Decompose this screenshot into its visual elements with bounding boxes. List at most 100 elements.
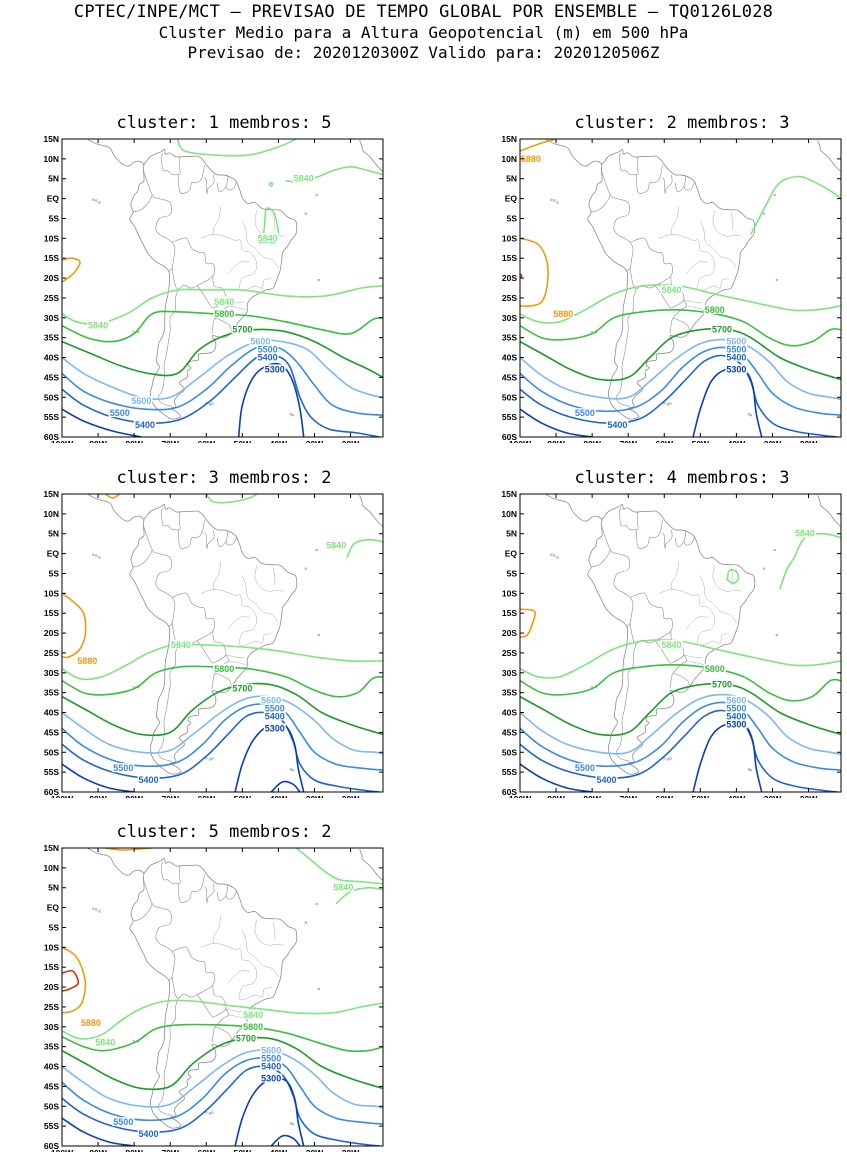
contour-label-bg: [793, 528, 816, 538]
lat-tick-label: 15N: [501, 489, 517, 499]
contour-label: 5880: [553, 309, 573, 319]
contour-label: 5880: [77, 656, 97, 666]
central-america-coastline: [87, 494, 145, 522]
lat-tick-label: 25S: [502, 648, 517, 658]
contour-label-bg: [213, 663, 236, 673]
contour-label: 5600: [261, 1046, 281, 1056]
plot-frame: [61, 493, 384, 793]
lat-tick-label: 15S: [44, 608, 59, 618]
contour-label-bg: [573, 408, 596, 418]
state-border: [238, 278, 272, 291]
contour-label-bg: [249, 336, 272, 346]
contour-5700: [520, 327, 841, 382]
contour-5300: [692, 721, 763, 792]
contour-label-bg: [263, 703, 286, 713]
island: [663, 402, 666, 405]
contour-5840: [750, 175, 841, 235]
lat-tick-label: 45S: [44, 727, 59, 737]
country-border: [143, 170, 176, 272]
contour-label-bg: [520, 153, 542, 163]
country-border: [669, 673, 690, 689]
contour-5840: [335, 886, 383, 905]
country-border: [225, 181, 237, 191]
contour-5700: [62, 328, 383, 379]
lon-tick-label: 100W: [51, 439, 74, 443]
state-border: [670, 561, 679, 590]
contour-label: 5840: [88, 321, 108, 331]
state-border: [238, 633, 272, 646]
state-border: [700, 575, 737, 624]
geopotential-map: 5840584058405840580057005600550054005300…: [43, 134, 384, 443]
country-border: [615, 289, 637, 407]
contour-label-bg: [94, 1037, 117, 1047]
lon-tick-label: 20W: [800, 439, 818, 443]
lat-tick-label: 50S: [44, 392, 59, 402]
contour-label-bg: [703, 304, 726, 314]
lat-tick-label: 10S: [44, 942, 59, 952]
lat-tick-label: 15N: [501, 134, 517, 144]
state-border: [272, 921, 276, 940]
contour-label: 5600: [250, 337, 270, 347]
lat-tick-label: 35S: [502, 688, 517, 698]
lat-tick-label: 35S: [44, 1042, 59, 1052]
lat-tick-label: 15N: [43, 489, 59, 499]
contour-label: 5500: [575, 763, 595, 773]
contour-label-bg: [256, 344, 279, 354]
lat-tick-label: 10N: [501, 509, 517, 519]
country-border: [216, 884, 229, 901]
country-border: [216, 530, 229, 547]
island: [98, 201, 101, 204]
lon-tick-label: 90W: [547, 439, 565, 443]
lat-tick-label: EQ: [47, 549, 60, 559]
lon-tick-label: 40W: [270, 794, 288, 798]
contour-label-bg: [573, 763, 596, 773]
lat-tick-label: 10N: [501, 154, 517, 164]
mexico-coastline: [520, 494, 525, 495]
island: [553, 199, 556, 202]
contour-5300: [62, 1117, 135, 1146]
lat-tick-label: 20S: [44, 273, 59, 283]
island: [747, 768, 751, 771]
contour-5400: [62, 711, 380, 792]
contour-5300: [520, 763, 593, 792]
state-border: [200, 589, 258, 646]
contour-5880: [520, 608, 536, 638]
south-america-coastline: [129, 148, 298, 420]
lat-tick-label: 45S: [502, 727, 517, 737]
plot-area: 5840588058405800570056005500540053005500…: [62, 494, 383, 792]
country-border: [171, 592, 215, 645]
contour-label: 5840: [243, 1010, 263, 1020]
state-border: [254, 565, 284, 592]
lon-tick-label: 50W: [234, 794, 252, 798]
contour-label: 5400: [139, 775, 159, 785]
central-america-coastline: [87, 848, 145, 876]
contour-label: 5880: [81, 1018, 101, 1028]
contour-label-bg: [332, 882, 355, 892]
contour-label: 5840: [795, 529, 815, 539]
africa-coastline: [359, 140, 383, 173]
state-border: [712, 210, 742, 237]
contour-5600: [520, 693, 841, 756]
island: [669, 402, 672, 405]
contour-5880: [104, 494, 121, 499]
lat-tick-label: 10S: [502, 588, 517, 598]
lat-tick-label: 15S: [44, 962, 59, 972]
contour-5600: [62, 1049, 383, 1110]
lat-tick-label: 55S: [44, 767, 59, 777]
state-border: [658, 589, 716, 646]
lon-tick-label: 20W: [342, 1148, 360, 1152]
island: [775, 633, 778, 637]
contour-label-bg: [260, 1073, 283, 1083]
contour-label: 5840: [258, 233, 278, 243]
country-border: [674, 530, 687, 547]
state-border: [228, 660, 246, 666]
country-border: [662, 529, 673, 549]
contour-5840: [62, 643, 383, 681]
mexico-coastline: [62, 494, 67, 495]
contour-label-bg: [260, 1045, 283, 1055]
contour-label: 5800: [214, 664, 234, 674]
contour-label-bg: [660, 639, 683, 649]
contour-5700: [62, 1036, 383, 1091]
lat-tick-label: 30S: [44, 668, 59, 678]
contour-label: 5400: [135, 420, 155, 430]
